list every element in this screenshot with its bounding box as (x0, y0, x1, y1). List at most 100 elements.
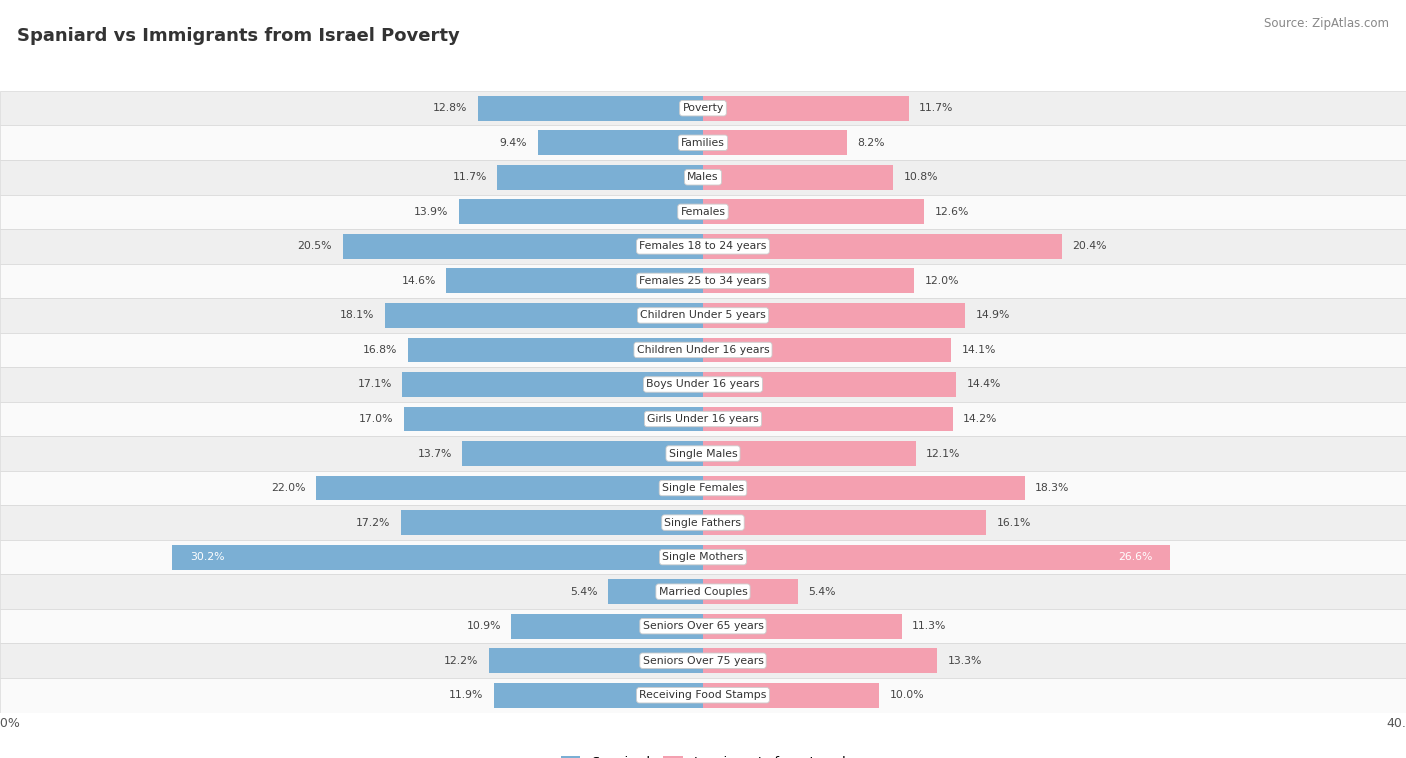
Bar (498, 164, 703, 190)
Bar (0, 333, 1406, 367)
Bar (609, 579, 703, 604)
Bar (0, 264, 1406, 298)
Bar (0, 644, 1406, 678)
Text: 14.4%: 14.4% (967, 380, 1001, 390)
Text: Married Couples: Married Couples (658, 587, 748, 597)
Text: 17.2%: 17.2% (356, 518, 391, 528)
Text: Girls Under 16 years: Girls Under 16 years (647, 414, 759, 424)
Bar (0, 609, 1406, 644)
Text: 5.4%: 5.4% (569, 587, 598, 597)
Text: 12.8%: 12.8% (433, 103, 467, 113)
Text: Females 18 to 24 years: Females 18 to 24 years (640, 241, 766, 252)
Bar (408, 337, 703, 362)
Text: 12.2%: 12.2% (444, 656, 478, 666)
Bar (0, 91, 1406, 126)
Text: 8.2%: 8.2% (858, 138, 886, 148)
Bar (489, 648, 703, 673)
Text: 18.1%: 18.1% (340, 311, 374, 321)
Text: 17.1%: 17.1% (357, 380, 392, 390)
Bar (703, 164, 893, 190)
Text: 12.1%: 12.1% (927, 449, 960, 459)
Text: 12.6%: 12.6% (935, 207, 969, 217)
Text: 5.4%: 5.4% (808, 587, 837, 597)
Bar (512, 614, 703, 639)
Bar (173, 545, 703, 569)
Bar (703, 441, 915, 466)
Text: 11.9%: 11.9% (449, 691, 484, 700)
Bar (703, 510, 986, 535)
Text: 10.0%: 10.0% (889, 691, 924, 700)
Bar (494, 683, 703, 708)
Text: 12.0%: 12.0% (925, 276, 959, 286)
Text: Boys Under 16 years: Boys Under 16 years (647, 380, 759, 390)
Bar (316, 475, 703, 500)
Bar (703, 406, 953, 431)
Bar (402, 372, 703, 397)
Bar (401, 510, 703, 535)
Text: 10.8%: 10.8% (904, 172, 938, 182)
Bar (703, 337, 950, 362)
Text: 16.8%: 16.8% (363, 345, 398, 355)
Bar (0, 160, 1406, 195)
Bar (0, 229, 1406, 264)
Text: 11.7%: 11.7% (920, 103, 953, 113)
Text: 11.7%: 11.7% (453, 172, 486, 182)
Text: 10.9%: 10.9% (467, 622, 501, 631)
Bar (703, 268, 914, 293)
Text: Seniors Over 65 years: Seniors Over 65 years (643, 622, 763, 631)
Bar (703, 96, 908, 121)
Text: 14.2%: 14.2% (963, 414, 997, 424)
Text: 18.3%: 18.3% (1035, 483, 1070, 493)
Bar (447, 268, 703, 293)
Bar (537, 130, 703, 155)
Text: Families: Families (681, 138, 725, 148)
Bar (703, 130, 846, 155)
Bar (385, 303, 703, 328)
Bar (703, 303, 965, 328)
Text: 14.9%: 14.9% (976, 311, 1010, 321)
Legend: Spaniard, Immigrants from Israel: Spaniard, Immigrants from Israel (555, 750, 851, 758)
Text: Seniors Over 75 years: Seniors Over 75 years (643, 656, 763, 666)
Bar (0, 506, 1406, 540)
Bar (405, 406, 703, 431)
Text: Spaniard vs Immigrants from Israel Poverty: Spaniard vs Immigrants from Israel Pover… (17, 27, 460, 45)
Text: Single Fathers: Single Fathers (665, 518, 741, 528)
Bar (703, 683, 879, 708)
Text: Receiving Food Stamps: Receiving Food Stamps (640, 691, 766, 700)
Bar (343, 234, 703, 258)
Text: 14.1%: 14.1% (962, 345, 995, 355)
Bar (703, 614, 901, 639)
Text: Single Males: Single Males (669, 449, 737, 459)
Text: 16.1%: 16.1% (997, 518, 1031, 528)
Text: 11.3%: 11.3% (912, 622, 946, 631)
Text: Females: Females (681, 207, 725, 217)
Text: Source: ZipAtlas.com: Source: ZipAtlas.com (1264, 17, 1389, 30)
Text: Single Females: Single Females (662, 483, 744, 493)
Bar (0, 195, 1406, 229)
Bar (703, 579, 799, 604)
Text: 9.4%: 9.4% (499, 138, 527, 148)
Bar (0, 402, 1406, 437)
Bar (703, 648, 936, 673)
Bar (703, 199, 925, 224)
Bar (478, 96, 703, 121)
Text: 26.6%: 26.6% (1119, 552, 1153, 562)
Text: 14.6%: 14.6% (402, 276, 436, 286)
Bar (0, 126, 1406, 160)
Bar (0, 298, 1406, 333)
Bar (0, 540, 1406, 575)
Bar (0, 678, 1406, 713)
Bar (703, 545, 1170, 569)
Bar (703, 475, 1025, 500)
Bar (0, 575, 1406, 609)
Text: Males: Males (688, 172, 718, 182)
Text: 20.5%: 20.5% (298, 241, 332, 252)
Text: 13.9%: 13.9% (413, 207, 449, 217)
Text: 20.4%: 20.4% (1073, 241, 1107, 252)
Text: Children Under 16 years: Children Under 16 years (637, 345, 769, 355)
Bar (0, 367, 1406, 402)
Bar (0, 437, 1406, 471)
Bar (463, 441, 703, 466)
Text: Children Under 5 years: Children Under 5 years (640, 311, 766, 321)
Bar (703, 234, 1062, 258)
